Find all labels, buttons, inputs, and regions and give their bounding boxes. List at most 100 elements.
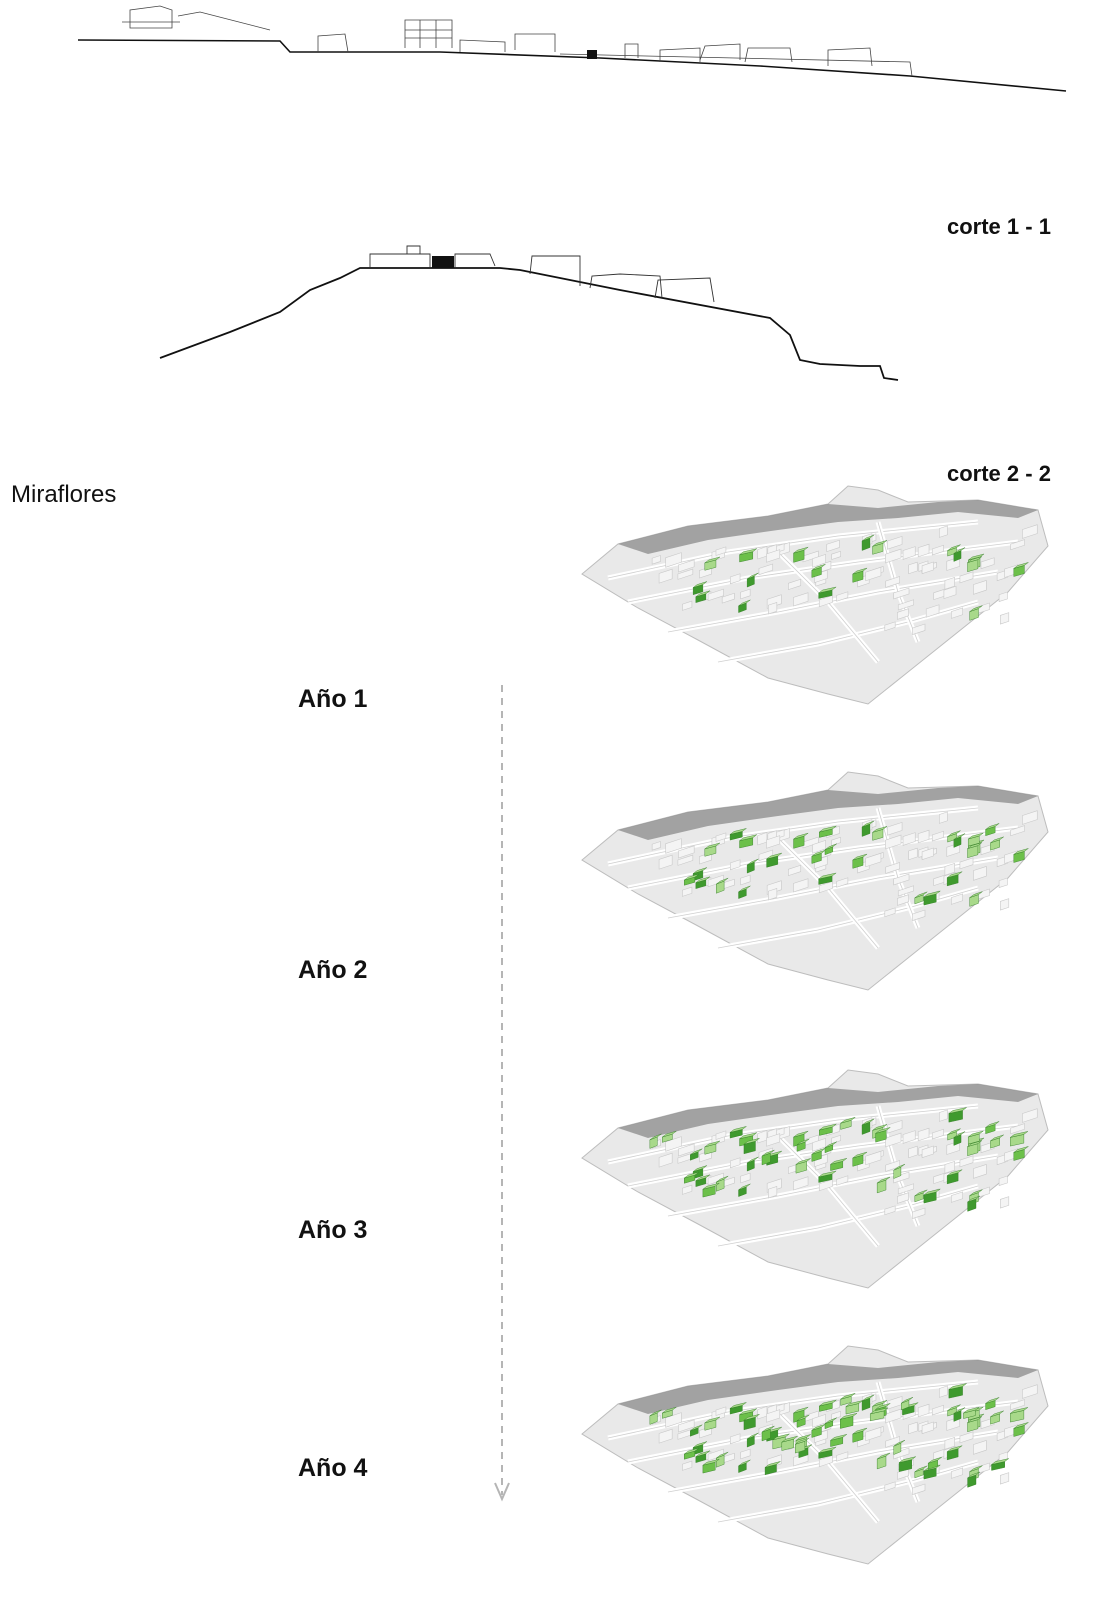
building-block [931, 544, 944, 556]
green-intervention-block [893, 1439, 906, 1455]
green-intervention-block [898, 1456, 916, 1472]
building-block [766, 1133, 781, 1147]
building-block [768, 888, 778, 901]
green-intervention-block [946, 871, 963, 887]
green-intervention-block [795, 1158, 811, 1174]
green-intervention-block [746, 858, 759, 874]
building-block [836, 1175, 849, 1186]
building-block [766, 835, 781, 849]
green-intervention-block [649, 1409, 662, 1425]
green-intervention-block [948, 1107, 967, 1123]
section-2-project-block [432, 256, 454, 268]
building-block [925, 604, 940, 618]
building-block [1010, 825, 1025, 837]
building-block [793, 592, 809, 607]
building-block [1010, 1399, 1025, 1411]
terrain-ridge [618, 786, 1038, 840]
building-block [951, 1191, 963, 1203]
green-intervention-block [692, 581, 707, 595]
green-intervention-block [818, 1170, 837, 1183]
building-block [826, 539, 840, 553]
building-block [865, 566, 882, 582]
section-2-2-label: corte 2 - 2 [947, 461, 1051, 486]
green-intervention-block [811, 564, 826, 578]
building-block [908, 1145, 918, 1159]
building-block [973, 866, 987, 881]
green-intervention-block [914, 891, 928, 905]
building-block [651, 555, 661, 565]
green-intervention-block [990, 1134, 1004, 1149]
green-intervention-block [968, 832, 984, 847]
green-intervention-block [985, 823, 1000, 836]
green-intervention-block [739, 548, 757, 563]
green-intervention-block [1010, 1131, 1028, 1147]
green-intervention-block [818, 586, 837, 599]
green-intervention-block [702, 1183, 720, 1198]
green-intervention-block [830, 1434, 847, 1447]
building-block [682, 886, 693, 897]
green-intervention-block [1013, 1146, 1029, 1161]
section-2-2-drawing [159, 245, 899, 381]
building-block [951, 893, 963, 905]
building-block [931, 1128, 944, 1140]
green-intervention-block [692, 1441, 707, 1455]
green-intervention-block [662, 1406, 677, 1419]
green-intervention-block [1013, 1422, 1029, 1437]
building-block [998, 1175, 1008, 1186]
green-intervention-block [967, 1471, 981, 1488]
green-intervention-block [947, 1128, 961, 1141]
building-block [939, 811, 948, 824]
building-block [885, 1132, 902, 1148]
building-block [768, 1186, 778, 1199]
building-block [665, 838, 682, 854]
green-intervention-block [795, 1438, 809, 1454]
building-block [836, 591, 849, 602]
building-block [865, 1426, 882, 1442]
place-name: Miraflores [11, 481, 117, 508]
green-intervention-block [953, 1131, 966, 1146]
green-intervention-block [893, 1163, 906, 1179]
green-intervention-block [738, 599, 751, 613]
axonometric-view-year-4 [581, 1345, 1049, 1565]
green-intervention-block [818, 872, 837, 885]
building-block [944, 576, 955, 590]
building-block [998, 877, 1008, 888]
green-intervention-block [690, 1148, 703, 1161]
building-block [886, 821, 903, 836]
building-block [1000, 1472, 1010, 1485]
green-intervention-block [684, 1447, 699, 1460]
building-block [944, 1160, 955, 1174]
building-block [951, 607, 963, 619]
building-block [677, 854, 694, 866]
building-block [973, 1164, 987, 1179]
building-block [768, 602, 778, 615]
building-block [729, 573, 741, 585]
building-block [651, 841, 661, 851]
building-block [757, 546, 768, 560]
green-intervention-block [840, 1413, 858, 1429]
green-intervention-block [953, 547, 966, 562]
green-intervention-block [819, 825, 837, 838]
green-intervention-block [948, 1383, 967, 1399]
green-intervention-block [764, 1461, 781, 1476]
section-1-buildings [122, 5, 913, 77]
building-block [921, 561, 934, 575]
green-intervention-block [861, 534, 875, 551]
building-block [740, 874, 751, 886]
green-intervention-block [766, 852, 782, 868]
green-intervention-block [928, 1457, 942, 1470]
green-intervention-block [947, 1404, 961, 1417]
building-block [998, 591, 1008, 602]
terrain-ridge [618, 500, 1038, 554]
green-intervention-block [695, 590, 711, 603]
green-intervention-block [649, 1133, 662, 1149]
building-block [943, 585, 957, 599]
section-1-1-drawing [77, 5, 1067, 92]
building-block [682, 600, 693, 611]
green-intervention-block [738, 1183, 751, 1197]
green-intervention-block [967, 1140, 983, 1157]
green-intervention-block [985, 1397, 1000, 1410]
building-block [766, 549, 781, 563]
building-block [831, 550, 841, 560]
green-intervention-block [969, 891, 983, 907]
